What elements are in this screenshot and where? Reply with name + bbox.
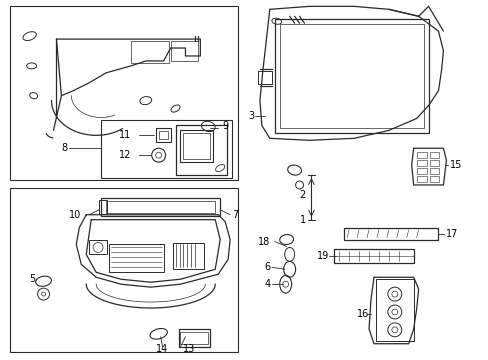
Bar <box>101 121 232 178</box>
Bar <box>274 19 427 133</box>
Text: 13: 13 <box>182 344 194 354</box>
Text: 4: 4 <box>264 279 270 289</box>
Bar <box>106 201 215 213</box>
Bar <box>131 41 168 63</box>
Bar <box>183 133 210 159</box>
Bar <box>428 168 439 174</box>
Bar <box>180 332 208 344</box>
Text: 19: 19 <box>317 251 329 261</box>
Bar <box>99 200 107 214</box>
Bar <box>428 160 439 166</box>
Bar <box>416 176 426 182</box>
Text: 8: 8 <box>61 143 67 153</box>
Text: 18: 18 <box>257 237 269 247</box>
Bar <box>155 129 170 142</box>
Text: 6: 6 <box>264 262 270 272</box>
Text: 7: 7 <box>232 210 238 220</box>
Bar <box>10 188 238 352</box>
Bar <box>109 244 163 272</box>
Bar <box>101 198 220 216</box>
Bar <box>416 152 426 158</box>
Bar <box>172 243 204 269</box>
Bar <box>344 228 438 239</box>
Bar <box>89 239 107 255</box>
Bar <box>178 329 210 347</box>
Text: 9: 9 <box>222 121 228 131</box>
Bar <box>175 125 226 175</box>
Bar <box>416 160 426 166</box>
Bar <box>334 249 413 264</box>
Bar <box>158 131 167 139</box>
Text: 3: 3 <box>247 111 254 121</box>
Bar <box>279 24 423 129</box>
Bar <box>428 152 439 158</box>
Text: 14: 14 <box>155 344 167 354</box>
Bar <box>416 168 426 174</box>
Text: 15: 15 <box>449 160 462 170</box>
Text: 12: 12 <box>119 150 131 160</box>
Bar <box>10 6 238 180</box>
Text: 11: 11 <box>119 130 131 140</box>
Text: 1: 1 <box>299 215 305 225</box>
Text: 5: 5 <box>30 274 36 284</box>
Bar <box>375 279 413 341</box>
Bar <box>180 130 213 162</box>
Text: 16: 16 <box>356 309 368 319</box>
Bar <box>428 176 439 182</box>
Bar <box>257 71 271 84</box>
Text: 17: 17 <box>446 229 458 239</box>
Bar <box>170 41 198 61</box>
Text: 10: 10 <box>69 210 81 220</box>
Text: 2: 2 <box>299 190 305 200</box>
